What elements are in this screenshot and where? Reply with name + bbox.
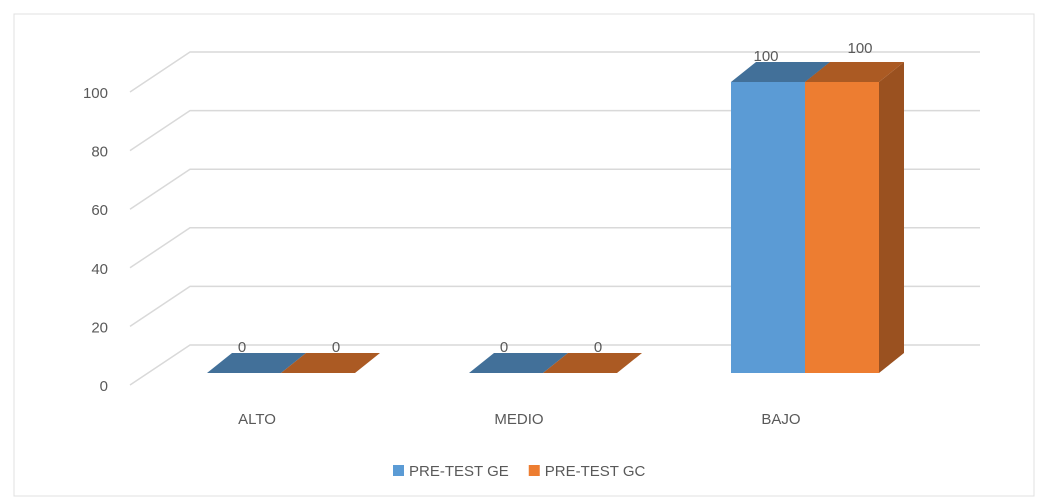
bar-top <box>731 62 830 82</box>
y-tick-label: 0 <box>100 378 108 395</box>
bar-top <box>805 62 904 82</box>
bar <box>281 353 380 373</box>
data-label: 0 <box>500 339 508 356</box>
legend-label: PRE-TEST GE <box>409 463 509 480</box>
grid-line <box>129 285 980 328</box>
legend-swatch <box>393 465 404 476</box>
y-tick-label: 60 <box>91 202 108 219</box>
y-tick-label: 40 <box>91 261 108 278</box>
bar <box>805 62 904 373</box>
y-tick-label: 20 <box>91 319 108 336</box>
bar-top <box>207 353 306 373</box>
bar-top <box>543 353 642 373</box>
bar-top <box>469 353 568 373</box>
bar-front <box>731 82 805 373</box>
data-label: 0 <box>332 339 340 356</box>
data-label: 100 <box>847 40 872 57</box>
legend-label: PRE-TEST GC <box>545 463 646 480</box>
x-tick-label: MEDIO <box>494 411 543 428</box>
bar <box>207 353 306 373</box>
grid-line <box>129 168 980 210</box>
data-label: 0 <box>238 339 246 356</box>
grid-line <box>129 109 980 152</box>
bar <box>469 353 568 373</box>
grid-line <box>129 51 980 93</box>
x-tick-label: ALTO <box>238 411 276 428</box>
legend-swatch <box>528 465 540 476</box>
x-tick-label: BAJO <box>761 411 800 428</box>
grid-line <box>129 344 980 386</box>
bar <box>543 353 642 373</box>
bar-side <box>879 62 904 373</box>
grid-line <box>129 227 980 269</box>
data-label: 0 <box>594 339 602 356</box>
bar-top <box>281 353 380 373</box>
y-tick-label: 80 <box>91 144 108 161</box>
bar-front <box>805 82 879 373</box>
data-label: 100 <box>753 48 778 65</box>
y-tick-label: 100 <box>83 85 108 102</box>
